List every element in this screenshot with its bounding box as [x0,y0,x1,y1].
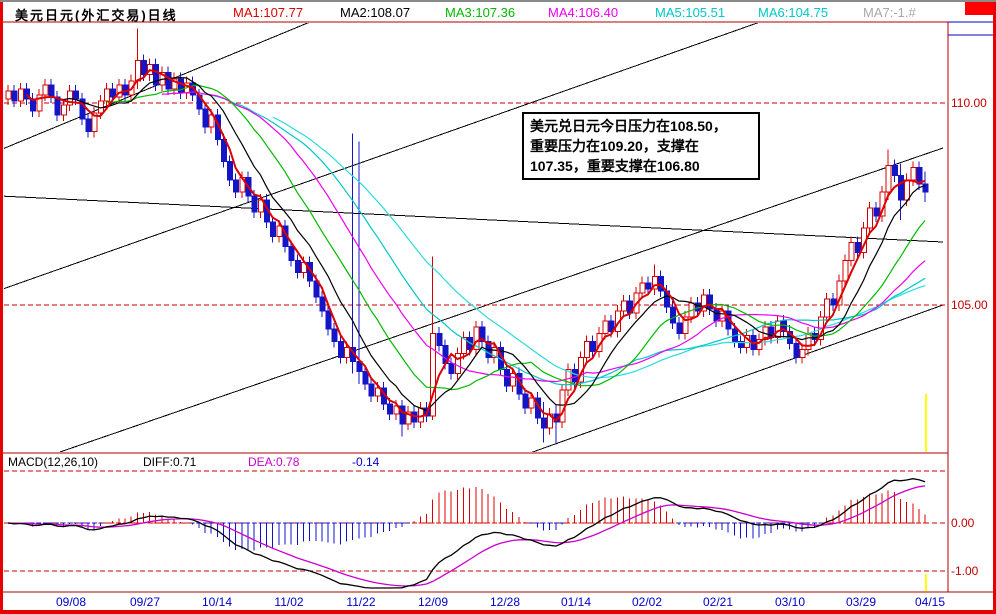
annotation-box[interactable]: 美元兑日元今日压力在108.50， 重要压力在109.20，支撑在 107.35… [522,112,760,180]
annotation-line-3: 107.35，重要支撑在106.80 [530,158,700,174]
chart-title: 美元日元(外汇交易)日线 [15,8,178,23]
ma1-value-label: MA1:107.77 [233,5,304,20]
macd-header-item-2: DEA:0.78 [248,455,300,469]
x-axis-date-label: 10/14 [201,595,233,609]
ma5-value-label: MA5:105.51 [655,5,726,20]
ma7-value-label: MA7:-1.# [863,5,916,20]
window-border-bottom [0,610,996,614]
indicator-header-bar: 美元日元(外汇交易)日线 MA1:107.77 MA2:108.07 MA3:107… [3,2,993,23]
macd-header-item-1: DIFF:0.71 [143,455,197,469]
x-axis-date-label: 04/15 [914,595,946,609]
annotation-line-2: 重要压力在109.20，支撑在 [530,138,699,154]
macd-header-item-3: -0.14 [352,455,380,469]
x-axis-date-label: 12/28 [489,595,521,609]
y-axis-price-label: 105.00 [951,298,988,312]
ma4-value-label: MA4:106.40 [548,5,619,20]
x-axis-date-label: 09/08 [55,595,87,609]
ma2-value-label: MA2:108.07 [340,5,411,20]
frame-lines [3,21,993,593]
window-border-left [0,2,3,614]
top-right-red-square [965,2,993,15]
x-axis-date-label: 02/21 [702,595,734,609]
ma3-value-label: MA3:107.36 [445,5,516,20]
window-border-right [993,2,996,614]
macd-header-item-0: MACD(12,26,10) [8,455,99,469]
moving-average-layer [25,69,926,423]
price-level-lines [4,102,948,306]
x-axis-date-label: 03/10 [774,595,806,609]
x-axis-date-label: 03/29 [845,595,877,609]
window-top-edge [0,0,996,2]
x-axis-date-label: 02/02 [631,595,663,609]
x-axis-date-label: 11/22 [346,595,376,609]
x-axis-date-label: 09/27 [129,595,161,609]
ma6-value-label: MA6:104.75 [758,5,829,20]
y-axis-macd-label: 0.00 [951,516,975,530]
x-axis-date-label: 11/02 [274,595,304,609]
x-axis-date-label: 12/09 [417,595,449,609]
x-axis-date-label: 01/14 [560,595,592,609]
y-axis-price-label: 110.00 [951,96,987,110]
trendlines-layer [4,23,944,452]
annotation-line-1: 美元兑日元今日压力在108.50， [530,118,727,134]
macd-layer [4,470,948,589]
y-axis-macd-label: -1.00 [951,564,979,578]
